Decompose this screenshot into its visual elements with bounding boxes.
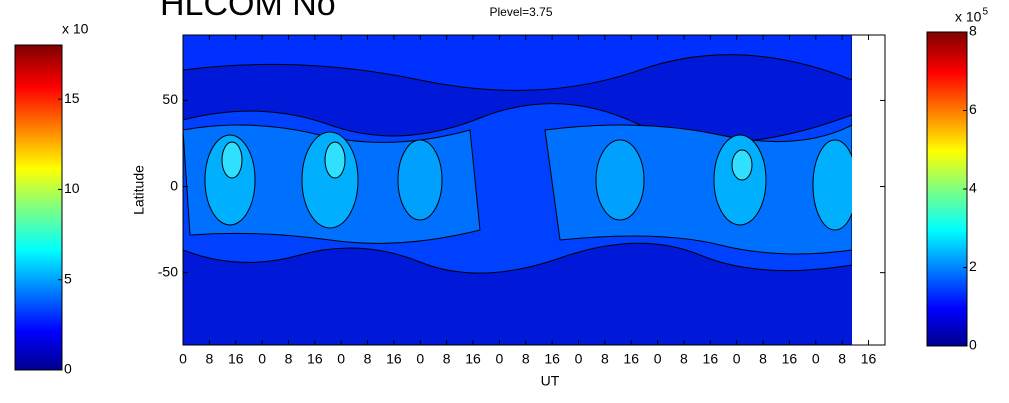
x-tick-label: 8	[601, 351, 609, 367]
x-tick-label: 8	[838, 351, 846, 367]
colorbar-right	[926, 31, 968, 347]
y-tick-label: 50	[162, 91, 178, 107]
x-tick-label: 8	[680, 351, 688, 367]
x-tick-label: 0	[179, 351, 187, 367]
x-tick-label: 8	[364, 351, 372, 367]
x-tick-label: 16	[703, 351, 719, 367]
plot-frame	[182, 34, 886, 346]
x-tick-label: 0	[812, 351, 820, 367]
y-tick-label: -50	[158, 263, 178, 279]
colorbar-tick-label: 8	[969, 23, 977, 39]
x-tick-label: 16	[623, 351, 639, 367]
colorbar-label: x 10	[955, 9, 982, 25]
x-tick-label: 0	[337, 351, 345, 367]
colorbar-label: x 10	[62, 21, 89, 37]
x-tick-label: 0	[495, 351, 503, 367]
colorbar-tick-label: 15	[64, 90, 80, 106]
x-tick-label: 16	[544, 351, 560, 367]
x-tick-label: 8	[205, 351, 213, 367]
x-tick-label: 8	[443, 351, 451, 367]
colorbar-tick-label: 10	[64, 180, 80, 196]
x-tick-label: 8	[285, 351, 293, 367]
colorbar-tick-label: 2	[969, 258, 977, 274]
x-tick-label: 0	[733, 351, 741, 367]
colorbar-tick-label: 5	[64, 270, 72, 286]
colorbar-exponent: 5	[982, 7, 988, 18]
colorbar-left	[14, 44, 63, 371]
x-tick-label: 16	[228, 351, 244, 367]
x-axis-label: UT	[541, 373, 560, 389]
colorbar-tick-label: 0	[969, 337, 977, 353]
x-tick-label: 16	[307, 351, 323, 367]
contour-fill	[183, 35, 852, 345]
x-tick-label: 0	[654, 351, 662, 367]
colorbar-tick-label: 4	[969, 180, 977, 196]
x-tick-label: 0	[416, 351, 424, 367]
x-tick-label: 0	[575, 351, 583, 367]
x-tick-label: 16	[465, 351, 481, 367]
colorbar-tick-label: 0	[64, 361, 72, 377]
x-tick-label: 0	[258, 351, 266, 367]
x-tick-label: 16	[386, 351, 402, 367]
y-tick-label: 0	[170, 177, 178, 193]
chart-title: HLCOM No	[160, 0, 336, 23]
x-tick-label: 16	[782, 351, 798, 367]
colorbar-tick-label: 6	[969, 101, 977, 117]
x-tick-label: 16	[861, 351, 877, 367]
chart-subtitle: Plevel=3.75	[489, 5, 552, 19]
x-tick-label: 8	[522, 351, 530, 367]
x-tick-label: 8	[759, 351, 767, 367]
y-axis-label: Latitude	[131, 165, 147, 215]
